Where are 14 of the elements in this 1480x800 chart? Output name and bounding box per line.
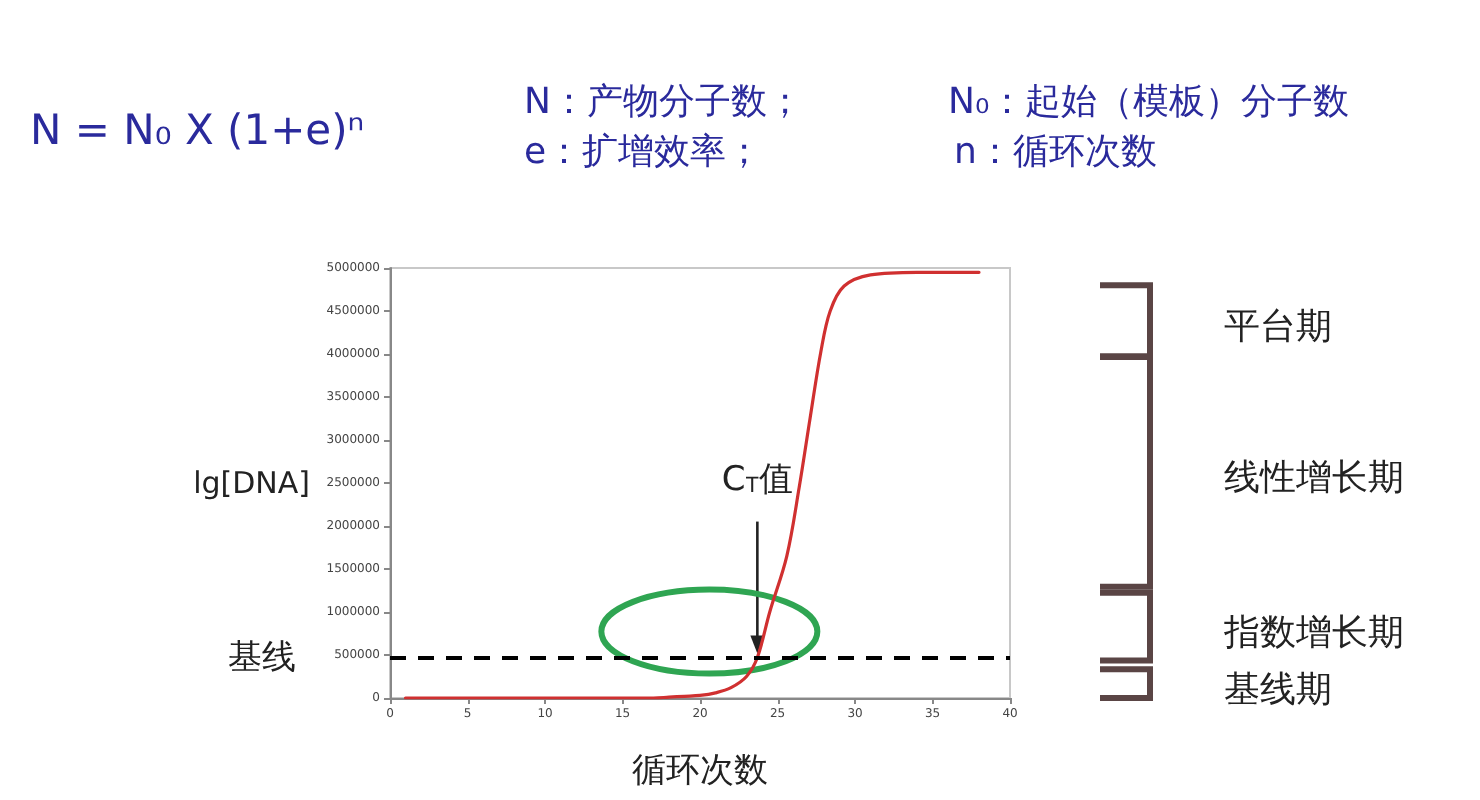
text: 指数增长期 [1222, 611, 1404, 654]
x-axis-title: 循环次数 [632, 751, 768, 791]
text: N = N₀ X (1+e)ⁿ [30, 106, 365, 154]
text: 平台期 [1224, 305, 1332, 348]
text: n：循环次数 [954, 131, 1157, 173]
text: N₀：起始（模板）分子数 [948, 81, 1350, 123]
text: N：产物分子数； [524, 81, 803, 123]
ref-line-label: 基线 [228, 637, 296, 678]
y-axis-title: lg[DNA] [193, 465, 310, 501]
text: e：扩增效率； [524, 131, 763, 173]
text: 基线期 [1224, 668, 1332, 711]
text: 线性增长期 [1224, 456, 1404, 499]
annotation: CT值 [721, 459, 793, 500]
line-series [403, 270, 981, 700]
